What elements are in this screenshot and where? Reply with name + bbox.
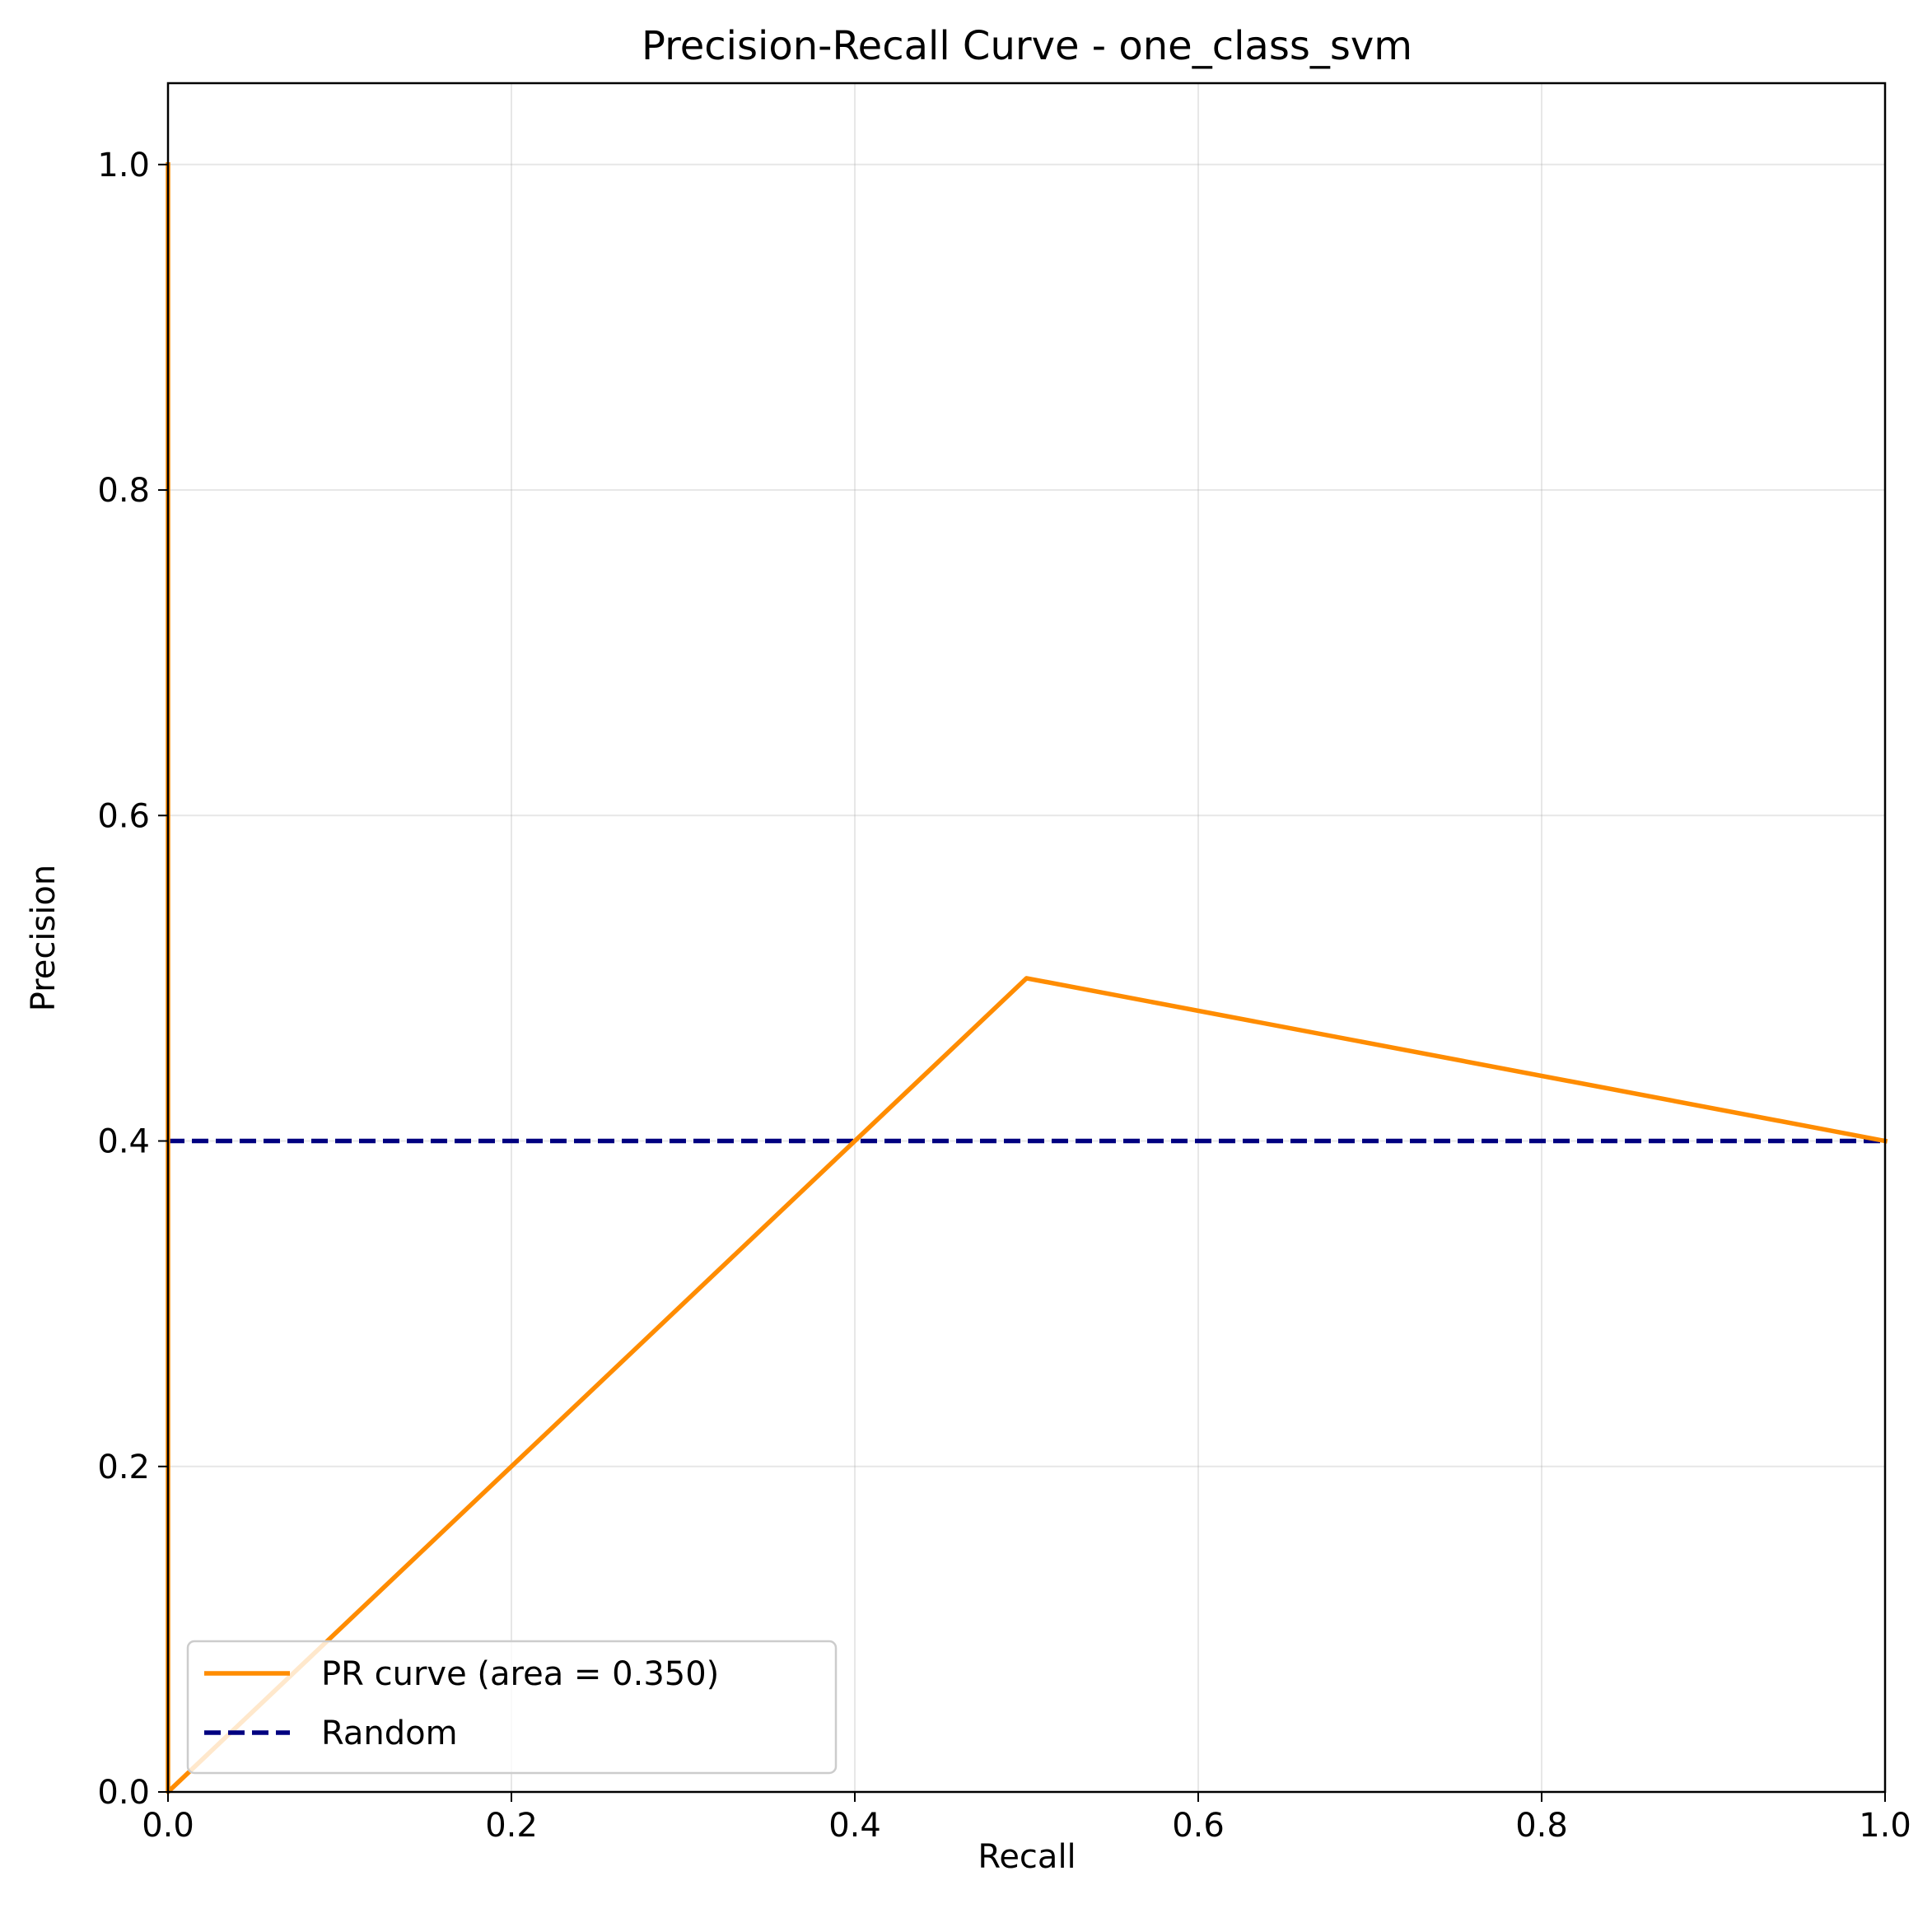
y-tick-label: 0.0: [97, 1774, 150, 1812]
y-tick-label: 0.6: [97, 797, 150, 835]
legend-box: [186, 1640, 838, 1775]
y-tick-label: 0.8: [97, 472, 150, 510]
legend-label-pr-curve: PR curve (area = 0.350): [321, 1655, 719, 1693]
x-tick-label: 0.8: [1515, 1807, 1568, 1845]
plot-frame: [166, 82, 1887, 1794]
x-tick-label: 0.2: [485, 1807, 538, 1845]
x-tick-label: 0.4: [828, 1807, 881, 1845]
x-tick-label: 0.6: [1172, 1807, 1225, 1845]
y-tick-label: 0.4: [97, 1123, 150, 1161]
x-axis-ticks: 0.0 0.2 0.4 0.6 0.8 1.0: [142, 1792, 1911, 1845]
y-axis-label: Precision: [25, 865, 63, 1011]
legend-label-random: Random: [321, 1715, 458, 1752]
legend: PR curve (area = 0.350) Random: [186, 1640, 838, 1775]
x-tick-label: 0.0: [142, 1807, 194, 1845]
y-axis-ticks: 0.0 0.2 0.4 0.6 0.8 1.0: [97, 147, 168, 1812]
y-tick-label: 0.2: [97, 1449, 150, 1486]
chart-title: Precision-Recall Curve - one_class_svm: [642, 23, 1412, 69]
x-tick-label: 1.0: [1859, 1807, 1911, 1845]
y-tick-label: 1.0: [97, 147, 150, 184]
x-axis-label: Recall: [978, 1838, 1076, 1876]
